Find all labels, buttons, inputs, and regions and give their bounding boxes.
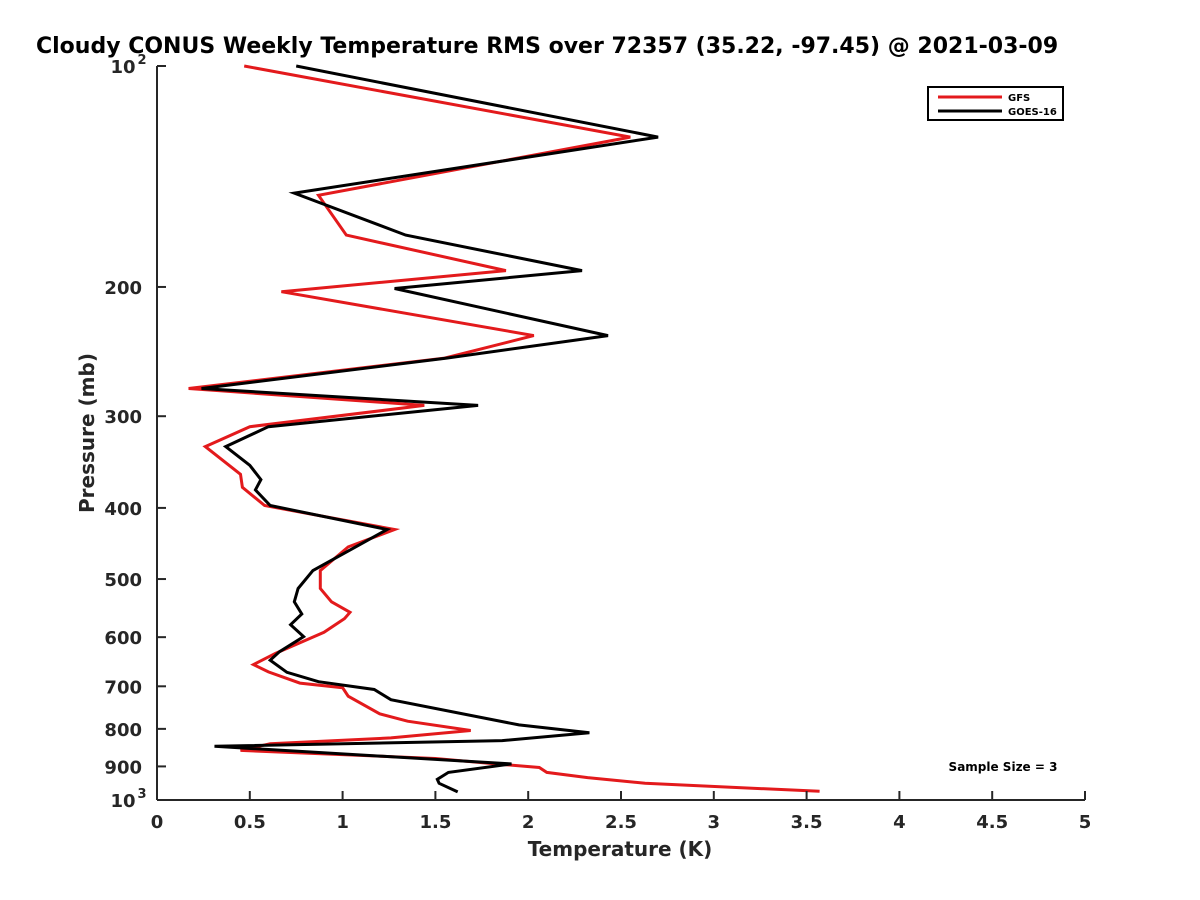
- sample-size-annotation: Sample Size = 3: [949, 760, 1058, 774]
- legend-box: [927, 86, 1064, 121]
- y-tick-label: 10: [110, 791, 135, 812]
- series-line-gfs: [188, 64, 820, 793]
- y-tick-exponent: 3: [137, 787, 146, 802]
- chart-title: Cloudy CONUS Weekly Temperature RMS over…: [36, 34, 1058, 59]
- plot-area: 0 0.5 1 1.5 2 2.5 3 3.5 4 4.5 510 22003004005006007…: [104, 53, 1091, 833]
- series-line-goes-16: [201, 64, 659, 794]
- x-tick-label: 4.5: [976, 812, 1008, 833]
- y-tick-label: 400: [104, 499, 142, 520]
- legend-label: GFS: [1008, 93, 1030, 104]
- y-tick-label: 500: [104, 570, 142, 591]
- y-axis-label: Pressure (mb): [75, 353, 99, 513]
- x-tick-label: 0.5: [234, 812, 266, 833]
- y-tick-label: 700: [104, 677, 142, 698]
- x-tick-label: 3.5: [791, 812, 823, 833]
- x-tick-label: 4: [893, 812, 906, 833]
- x-tick-label: 5: [1079, 812, 1092, 833]
- y-tick-label: 800: [104, 720, 142, 741]
- y-tick-label: 600: [104, 628, 142, 649]
- legend-label: GOES-16: [1008, 107, 1057, 118]
- x-axis-label: Temperature (K): [528, 837, 713, 861]
- x-tick-label: 0: [151, 812, 164, 833]
- y-tick-exponent: 2: [137, 53, 146, 68]
- y-tick-label: 10: [110, 57, 135, 78]
- x-tick-label: 2: [522, 812, 535, 833]
- x-tick-label: 1: [336, 812, 349, 833]
- x-tick-label: 2.5: [605, 812, 637, 833]
- y-tick-label: 300: [104, 407, 142, 428]
- x-tick-label: 3: [708, 812, 721, 833]
- y-tick-label: 900: [104, 757, 142, 778]
- y-tick-label: 200: [104, 278, 142, 299]
- x-tick-label: 1.5: [419, 812, 451, 833]
